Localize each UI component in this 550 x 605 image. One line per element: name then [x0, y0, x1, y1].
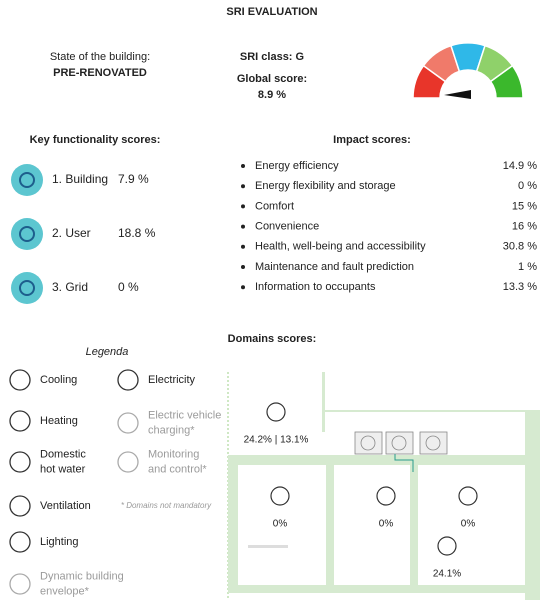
legend-label: Domestic	[40, 448, 86, 460]
bullet	[241, 265, 245, 269]
domain-score: 24.1%	[433, 569, 461, 580]
domain-score: 0%	[273, 519, 288, 530]
impact-label: Maintenance and fault prediction	[255, 261, 414, 273]
legend-label: hot water	[40, 463, 86, 475]
bullet	[241, 204, 245, 209]
gauge-needle	[444, 90, 471, 99]
functionality-icon-glyph	[19, 226, 35, 242]
legend-icon	[117, 451, 139, 473]
legend-label: Electric vehicle	[148, 409, 221, 421]
domain-icon	[437, 536, 457, 556]
bullet	[241, 224, 245, 229]
building-diagram	[227, 372, 540, 600]
title: SRI EVALUATION	[226, 6, 317, 18]
impact-value: 30.8 %	[503, 241, 537, 253]
functionality-title: Key functionality scores:	[30, 134, 161, 146]
legend-icon	[117, 412, 139, 434]
functionality-icon-glyph	[19, 280, 35, 296]
functionality-value: 18.8 %	[118, 226, 156, 240]
domain-score: 0%	[379, 519, 394, 530]
bullet	[241, 184, 245, 189]
functionality-icon	[11, 218, 43, 250]
state-value: PRE-RENOVATED	[53, 67, 147, 79]
legend-label: Heating	[40, 415, 78, 427]
domain-score: 24.2% | 13.1%	[244, 435, 309, 446]
domains-title: Domains scores:	[228, 333, 317, 345]
domain-icon	[458, 486, 478, 506]
legend-icon	[9, 369, 31, 391]
legend-label: Dynamic building	[40, 570, 124, 582]
global-value: 8.9 %	[258, 89, 286, 101]
impact-value: 15 %	[512, 200, 537, 212]
sri-class: SRI class: G	[240, 51, 304, 63]
impact-title: Impact scores:	[333, 134, 411, 146]
impact-label: Convenience	[255, 221, 319, 233]
bullet	[241, 244, 245, 249]
legend-icon	[117, 369, 139, 391]
bullet	[241, 285, 245, 290]
legend-label: and control*	[148, 463, 207, 475]
functionality-value: 7.9 %	[118, 172, 149, 186]
legend-label: Cooling	[40, 374, 77, 386]
legend-title: Legenda	[86, 346, 129, 358]
domain-icon	[266, 402, 286, 422]
domain-icon	[376, 486, 396, 506]
impact-value: 13.3 %	[503, 281, 537, 293]
legend-icon	[9, 531, 31, 553]
functionality-icon-glyph	[19, 172, 35, 188]
legend-label: envelope*	[40, 585, 90, 597]
functionality-label: 1. Building	[52, 172, 108, 186]
impact-value: 1 %	[518, 261, 537, 273]
legend-label: Lighting	[40, 536, 79, 548]
functionality-icon	[11, 272, 43, 304]
legend-icon	[9, 495, 31, 517]
impact-label: Comfort	[255, 200, 294, 212]
legend-label: Electricity	[148, 374, 196, 386]
impact-label: Energy flexibility and storage	[255, 180, 396, 192]
legend-label: Ventilation	[40, 500, 91, 512]
bullet	[241, 164, 245, 168]
impact-value: 16 %	[512, 221, 537, 233]
legend-icon	[9, 451, 31, 473]
functionality-label: 3. Grid	[52, 280, 88, 294]
impact-label: Energy efficiency	[255, 160, 339, 172]
state-label: State of the building:	[50, 51, 150, 63]
functionality-label: 2. User	[52, 226, 91, 240]
legend-icon	[9, 573, 31, 595]
gauge-segment	[489, 64, 524, 99]
gauge	[412, 42, 524, 99]
impact-label: Information to occupants	[255, 281, 376, 293]
impact-label: Health, well-being and accessibility	[255, 241, 426, 253]
legend-note: * Domains not mandatory	[121, 501, 212, 510]
domain-icon	[270, 486, 290, 506]
legend-icon	[9, 410, 31, 432]
impact-value: 0 %	[518, 180, 537, 192]
functionality-value: 0 %	[118, 280, 139, 294]
functionality-icon	[11, 164, 43, 196]
legend-label: charging*	[148, 424, 195, 436]
legend-label: Monitoring	[148, 448, 199, 460]
domain-score: 0%	[461, 519, 476, 530]
impact-value: 14.9 %	[503, 160, 537, 172]
global-label: Global score:	[237, 73, 307, 85]
